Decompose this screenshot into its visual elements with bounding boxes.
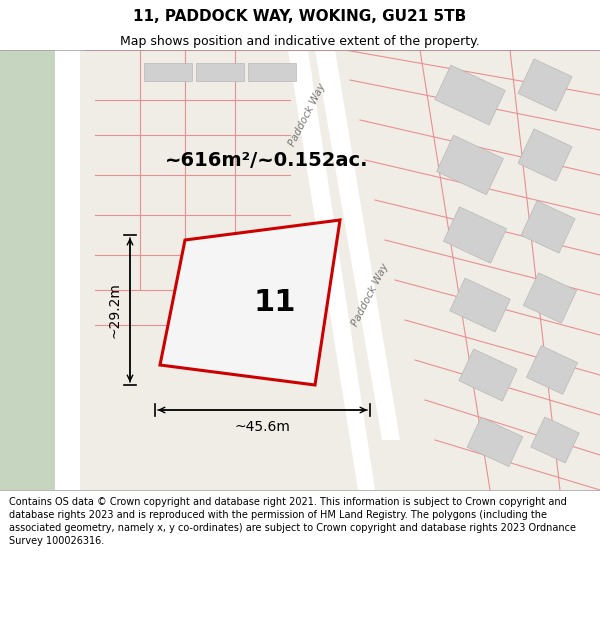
Polygon shape [521,201,575,253]
Polygon shape [248,63,296,81]
Polygon shape [459,349,517,401]
Polygon shape [450,278,510,332]
Text: Paddock Way: Paddock Way [350,262,390,328]
Text: ~45.6m: ~45.6m [235,420,290,434]
Polygon shape [523,272,577,323]
Polygon shape [518,59,572,111]
Text: Map shows position and indicative extent of the property.: Map shows position and indicative extent… [120,35,480,48]
Polygon shape [437,135,503,195]
Polygon shape [435,65,505,125]
Text: Paddock Way: Paddock Way [287,82,327,148]
Polygon shape [160,220,340,385]
Text: Contains OS data © Crown copyright and database right 2021. This information is : Contains OS data © Crown copyright and d… [9,497,576,546]
Polygon shape [531,417,579,463]
Polygon shape [315,50,400,440]
Polygon shape [0,50,135,490]
Polygon shape [55,50,80,490]
Polygon shape [80,50,600,490]
Text: ~616m²/~0.152ac.: ~616m²/~0.152ac. [165,151,368,170]
Polygon shape [518,129,572,181]
Text: 11, PADDOCK WAY, WOKING, GU21 5TB: 11, PADDOCK WAY, WOKING, GU21 5TB [133,9,467,24]
Polygon shape [288,50,375,490]
Polygon shape [443,207,506,263]
Polygon shape [144,63,192,81]
Polygon shape [196,63,244,81]
Text: ~29.2m: ~29.2m [108,282,122,338]
Polygon shape [467,418,523,467]
Text: 11: 11 [254,288,296,317]
Polygon shape [526,346,578,394]
